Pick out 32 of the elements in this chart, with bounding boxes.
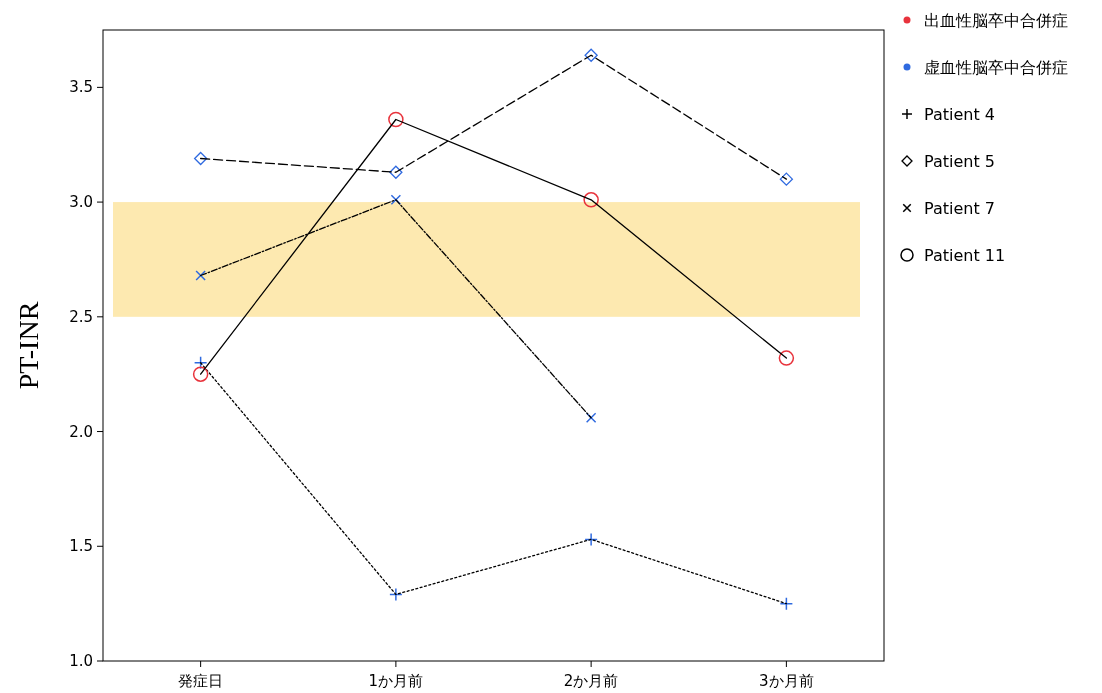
x-tick-label: 1か月前 — [368, 672, 424, 690]
point — [389, 587, 403, 602]
y-tick-label: 1.0 — [69, 652, 93, 670]
point — [193, 151, 208, 166]
y-tick-label: 2.0 — [69, 422, 93, 441]
legend-label: Patient 7 — [924, 199, 995, 218]
legend-出血性脳卒中合併症: 出血性脳卒中合併症 — [903, 11, 1068, 30]
y-tick-label: 1.5 — [69, 537, 93, 556]
x-tick-label: 3か月前 — [759, 672, 814, 690]
legend-label: Patient 11 — [924, 246, 1006, 265]
y-tick-label: 3.0 — [69, 193, 93, 212]
legend-虚血性脳卒中合併症: 虚血性脳卒中合併症 — [903, 58, 1068, 77]
point — [192, 366, 209, 382]
point — [388, 111, 404, 128]
point — [389, 165, 403, 179]
point — [779, 172, 794, 186]
point — [583, 192, 599, 208]
legend-label: Patient 5 — [924, 152, 995, 171]
point — [584, 532, 598, 547]
legend-label: Patient 4 — [924, 105, 995, 124]
point — [195, 270, 206, 281]
x-tick-label: 2か月前 — [563, 672, 619, 690]
y-tick-label: 2.5 — [69, 307, 93, 326]
point — [778, 350, 795, 366]
y-tick-label: 3.5 — [69, 78, 93, 97]
point — [584, 48, 598, 62]
point — [585, 412, 597, 424]
point — [779, 596, 794, 611]
point — [193, 355, 208, 370]
x-tick-label: 発症日 — [178, 672, 224, 690]
y-axis-title: PT-INR — [13, 301, 44, 390]
point — [390, 194, 402, 206]
